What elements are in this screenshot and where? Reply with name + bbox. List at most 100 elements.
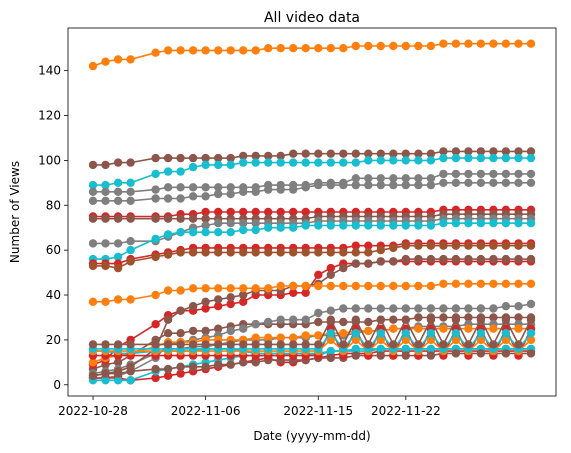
data-point: [188, 302, 198, 311]
data-point: [426, 315, 436, 324]
data-point: [501, 219, 511, 228]
data-point: [476, 147, 486, 156]
data-point: [451, 279, 461, 288]
data-point: [389, 257, 398, 266]
data-point: [351, 221, 360, 230]
data-point: [126, 257, 135, 266]
data-point: [88, 196, 98, 205]
data-point: [151, 340, 160, 349]
y-tick-label: 120: [38, 109, 61, 123]
data-point: [364, 259, 373, 268]
data-point: [476, 219, 486, 228]
data-point: [489, 219, 498, 228]
data-point: [101, 369, 110, 378]
data-point: [501, 147, 511, 156]
data-point: [226, 183, 235, 192]
data-point: [301, 315, 310, 324]
data-point: [414, 313, 423, 322]
data-point: [351, 174, 360, 183]
data-point: [326, 335, 335, 345]
data-point: [264, 333, 273, 342]
x-axis-title: Date (yyyy-mm-dd): [253, 429, 370, 443]
data-point: [289, 340, 298, 349]
data-point: [351, 248, 360, 257]
data-point: [439, 178, 448, 187]
main-series-11: [88, 279, 536, 306]
data-point: [276, 158, 285, 167]
data-point: [151, 194, 160, 203]
data-point: [214, 153, 223, 163]
data-point: [439, 340, 448, 349]
data-point: [389, 41, 398, 51]
data-point: [188, 248, 198, 257]
data-point: [426, 329, 436, 338]
data-point: [201, 297, 210, 306]
data-point: [501, 279, 511, 288]
data-point: [176, 194, 185, 203]
data-point: [451, 304, 461, 313]
data-point: [526, 299, 536, 309]
data-point: [489, 304, 498, 313]
oscillating-series-3: [88, 315, 536, 349]
data-point: [163, 194, 173, 203]
data-point: [289, 315, 298, 324]
data-point: [126, 187, 135, 196]
data-point: [301, 248, 310, 257]
main-series-1: [88, 147, 536, 170]
data-point: [113, 196, 123, 205]
data-point: [176, 362, 185, 371]
data-point: [526, 279, 536, 288]
data-point: [276, 223, 285, 232]
data-point: [389, 304, 398, 313]
data-point: [526, 315, 536, 324]
data-point: [239, 358, 248, 367]
data-point: [376, 221, 385, 230]
data-point: [401, 174, 410, 183]
data-point: [239, 207, 248, 217]
data-point: [426, 281, 436, 291]
data-point: [526, 147, 536, 156]
data-point: [163, 214, 173, 223]
data-point: [151, 234, 160, 244]
data-point: [451, 315, 461, 324]
data-point: [214, 207, 223, 217]
data-point: [351, 304, 360, 313]
data-point: [401, 351, 410, 360]
data-point: [389, 243, 398, 253]
data-point: [226, 360, 235, 369]
data-point: [501, 329, 511, 338]
data-point: [251, 320, 260, 329]
data-point: [426, 254, 436, 264]
data-point: [476, 178, 486, 187]
data-point: [264, 223, 273, 232]
data-point: [301, 158, 310, 167]
data-point: [376, 245, 385, 255]
data-point: [389, 156, 398, 165]
data-point: [326, 248, 335, 257]
data-point: [426, 351, 436, 360]
data-point: [401, 335, 410, 345]
data-point: [289, 44, 298, 53]
data-point: [88, 340, 98, 349]
data-point: [126, 55, 135, 64]
data-point: [151, 364, 160, 374]
data-point: [314, 281, 323, 291]
data-point: [163, 340, 173, 349]
data-point: [151, 373, 160, 383]
data-point: [101, 297, 110, 306]
data-point: [88, 187, 98, 196]
data-point: [201, 46, 210, 55]
data-point: [301, 288, 310, 297]
data-point: [364, 281, 373, 291]
data-point: [389, 324, 398, 333]
data-point: [101, 196, 110, 205]
data-point: [339, 329, 348, 338]
data-point: [289, 223, 298, 232]
data-point: [176, 286, 185, 295]
data-point: [339, 221, 348, 230]
data-point: [113, 178, 123, 187]
data-point: [401, 156, 410, 165]
data-point: [464, 169, 473, 179]
data-point: [88, 239, 98, 248]
